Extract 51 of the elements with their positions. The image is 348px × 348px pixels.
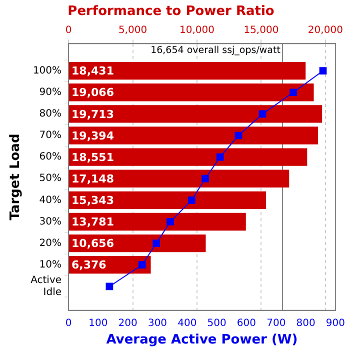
point xyxy=(290,88,298,96)
data-label: 19,713 xyxy=(72,108,114,121)
y-tick-label: 40% xyxy=(39,194,62,206)
point xyxy=(166,218,174,226)
point xyxy=(234,132,242,140)
y-tick-label: 50% xyxy=(39,173,62,184)
point xyxy=(152,240,160,247)
x-tick-label: 200 xyxy=(118,318,138,329)
y-tick-label: 90% xyxy=(39,86,62,98)
x2-tick-label: 5,000 xyxy=(118,25,148,36)
x2-tick-label: 0 xyxy=(65,25,72,36)
point xyxy=(138,261,146,269)
x-tick-label: 100 xyxy=(88,318,108,329)
point xyxy=(258,110,266,118)
x-tick-label: 800 xyxy=(296,318,316,329)
x-tick-label: 0 xyxy=(65,318,72,329)
data-label: 15,343 xyxy=(72,194,114,208)
point xyxy=(216,153,224,161)
x2-tick-label: 15,000 xyxy=(244,25,279,36)
x-axis-title: Average Active Power (W) xyxy=(106,332,298,348)
x-tick-label: 600 xyxy=(236,318,256,329)
data-label: 18,551 xyxy=(72,150,114,164)
y-tick-label: 30% xyxy=(39,216,62,228)
y-axis-title: Target Load xyxy=(8,134,24,220)
x-tick-label: 900 xyxy=(326,318,346,329)
x2-tick-label: 20,000 xyxy=(308,25,343,36)
data-label: 6,376 xyxy=(72,258,107,272)
ref-line-label: 16,654 overall ssj_ops/watt xyxy=(150,44,281,56)
y-tick-label: 80% xyxy=(39,108,62,120)
point xyxy=(188,196,196,204)
data-label: 13,781 xyxy=(72,216,114,229)
data-label: 19,066 xyxy=(72,86,114,100)
data-label: 18,431 xyxy=(72,64,114,78)
y-tick-label: 60% xyxy=(39,152,62,163)
x-tick-label: 400 xyxy=(178,318,197,329)
x-tick-label: 500 xyxy=(207,318,226,329)
x2-tick-label: 10,000 xyxy=(179,25,214,36)
point xyxy=(202,174,209,182)
data-label: 10,656 xyxy=(72,237,114,250)
x-tick-label: 700 xyxy=(266,318,286,329)
y-tick-label: 10% xyxy=(39,259,62,270)
data-label: 19,394 xyxy=(72,129,114,142)
point xyxy=(106,282,114,290)
point xyxy=(319,67,327,74)
y-tick-label: 20% xyxy=(39,238,62,249)
y-tick-label: 70% xyxy=(39,130,62,142)
y-tick-label: 100% xyxy=(32,65,62,76)
x-tick-label: 300 xyxy=(148,318,168,329)
data-label: 17,148 xyxy=(72,172,114,186)
chart-title: Performance to Power Ratio xyxy=(68,4,274,20)
y-tick-label: Active Idle xyxy=(30,275,62,298)
